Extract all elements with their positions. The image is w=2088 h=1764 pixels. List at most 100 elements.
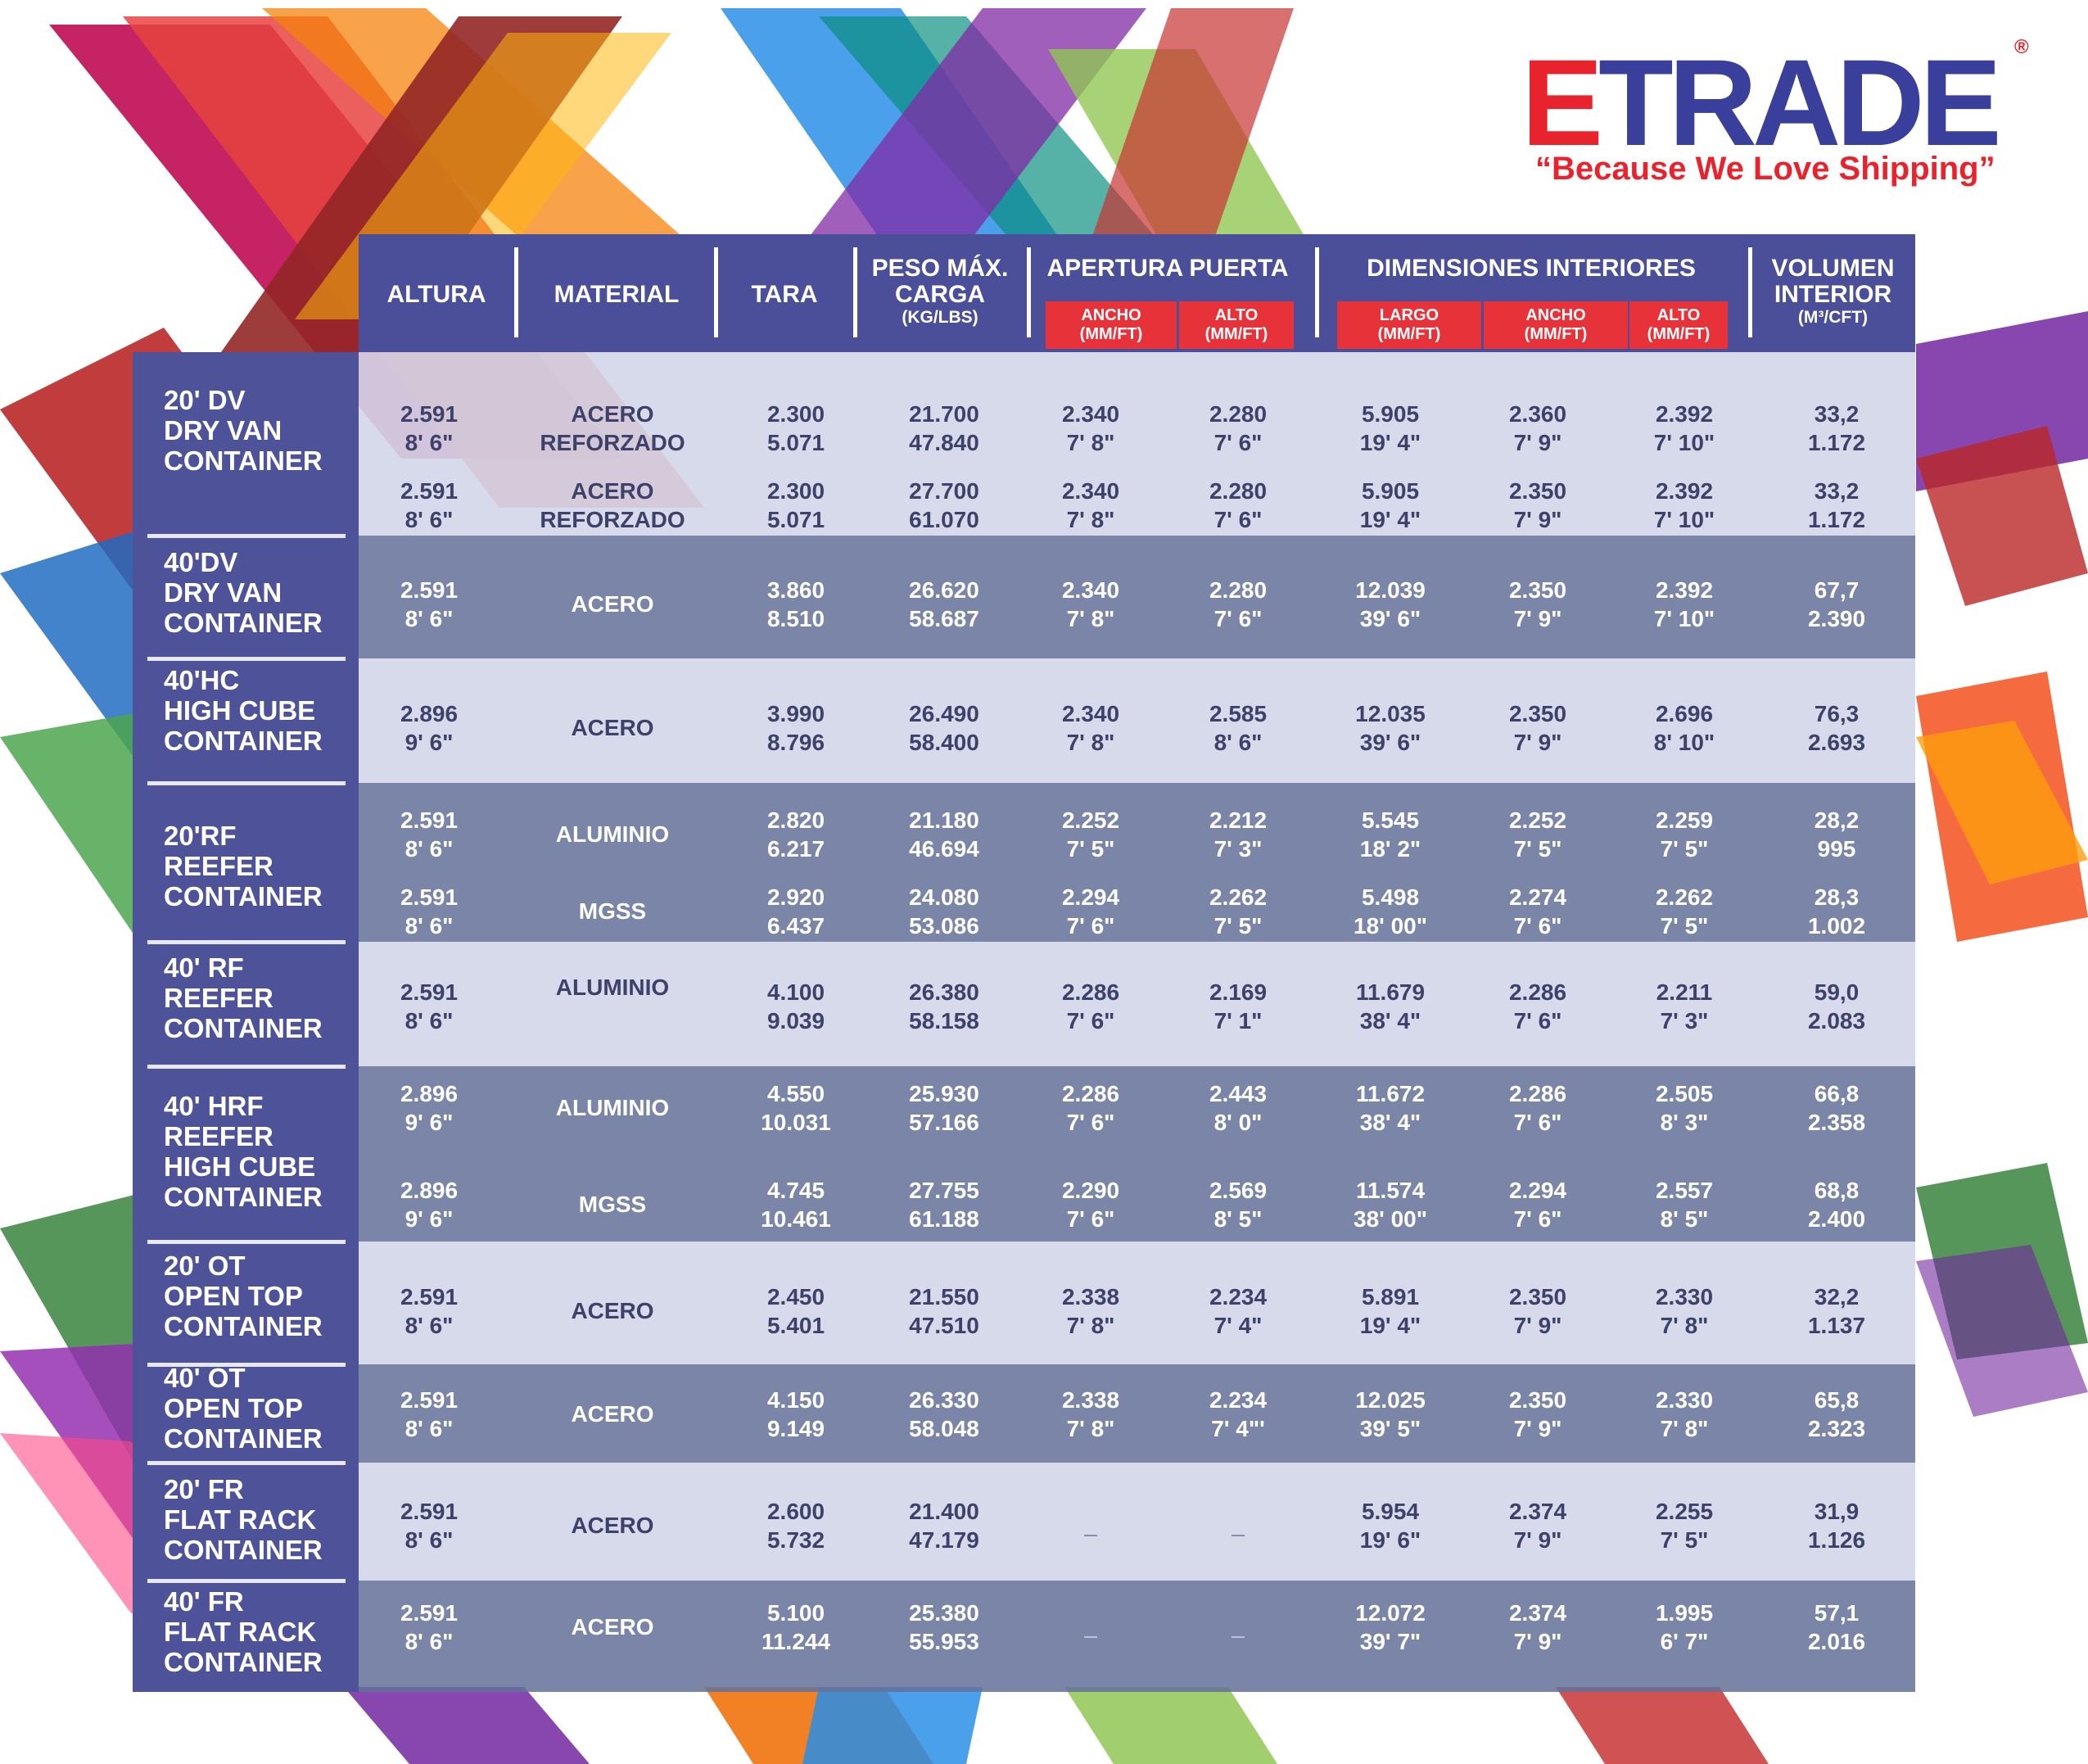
container-type-line: CONTAINER [164,1311,323,1341]
cell-volumen: 28,2 995 [1815,806,1860,863]
cell-apertura_alto-value: 2.212 [1209,807,1268,833]
cell-alto-value: 7' 8" [1660,1313,1709,1338]
subheader-apertura_ancho: ANCHO (MM/FT) [1046,301,1177,349]
container-type-line: CONTAINER [164,726,323,756]
cell-alto-value: 6' 7" [1660,1629,1709,1654]
cell-ancho: 2.350 7' 9" [1509,477,1566,534]
cell-alto: 1.995 6' 7" [1656,1599,1713,1656]
cell-apertura_ancho-value: 7' 8" [1066,1313,1115,1338]
cell-volumen-value: 68,8 [1814,1178,1860,1203]
container-type-label: 40'DV DRY VAN CONTAINER [164,547,323,638]
subheader-apertura_alto-label: ALTO [1214,306,1259,324]
cell-tara-value: 5.071 [766,430,825,455]
cell-largo: 12.025 39' 5" [1355,1386,1426,1443]
cell-ancho: 2.374 7' 9" [1509,1599,1566,1656]
cell-peso-value: 21.180 [909,807,979,833]
cell-tara-value: 6.437 [766,913,825,939]
header-dimensiones: DIMENSIONES INTERIORES [1310,256,1752,282]
cell-alto-value: 7' 5" [1660,836,1709,862]
cell-apertura_ancho-value: _ [1084,1614,1097,1640]
cell-peso: 25.380 55.953 [909,1599,979,1656]
cell-tara-value: 9.149 [766,1416,825,1441]
cell-apertura_alto-value: 2.280 [1209,478,1268,504]
header-material-label: MATERIAL [554,281,680,308]
cell-largo-value: 12.039 [1355,577,1426,603]
container-type-line: 20' DV [164,385,246,415]
cell-apertura_ancho-value: _ [1084,1513,1097,1538]
cell-material: ALUMINIO [556,820,669,848]
subheader-dim_alto-unit: (MM/FT) [1647,325,1711,343]
cell-tara-value: 2.300 [766,401,825,427]
cell-apertura_alto-value: 7' 5" [1213,913,1263,939]
cell-ancho-value: 2.286 [1508,979,1567,1005]
cell-altura-value: 2.591 [400,1284,459,1309]
cell-apertura_alto-value: 2.280 [1209,401,1268,427]
cell-material: ACERO [571,590,653,618]
cell-tara: 2.450 5.401 [767,1282,825,1340]
cell-volumen-value: 76,3 [1814,701,1860,726]
cell-tara: 2.820 6.217 [767,806,825,863]
cell-altura-value: 8' 6" [404,507,454,532]
cell-altura-value: 2.591 [400,577,459,603]
container-type-line: DRY VAN [164,415,282,446]
header-volumen: VOLUMEN INTERIOR (M³/CFT) [1751,256,1915,328]
cell-peso-value: 47.840 [909,430,979,455]
subheader-apertura_ancho-unit: (MM/FT) [1079,325,1143,343]
cell-peso-value: 21.550 [909,1284,979,1309]
subheader-dim_alto: ALTO (MM/FT) [1629,301,1728,349]
cell-tara: 4.550 10.031 [761,1079,831,1137]
cell-volumen-value: 33,2 [1814,478,1860,504]
container-type-label: 20' FR FLAT RACK CONTAINER [164,1474,323,1565]
cell-apertura_alto-value: 2.234 [1209,1284,1268,1309]
container-type-column [133,352,359,1692]
cell-ancho: 2.374 7' 9" [1509,1497,1566,1554]
cell-alto: 2.392 7' 10" [1654,576,1715,633]
cell-altura: 2.896 9' 6" [400,699,458,757]
cell-largo: 5.954 19' 6" [1360,1497,1421,1554]
header-apertura: APERTURA PUERTA [1028,256,1307,282]
cell-altura-value: 2.591 [400,401,459,427]
cell-apertura_ancho: 2.340 7' 8" [1062,576,1119,633]
cell-alto-value: 7' 5" [1660,1527,1709,1553]
subheader-dim_largo: LARGO (MM/FT) [1337,301,1481,349]
header-divider [714,247,718,337]
cell-tara-value: 3.860 [766,577,825,603]
cell-tara-value: 2.450 [766,1284,825,1309]
cell-largo: 5.905 19' 4" [1360,400,1421,457]
cell-peso-value: 47.510 [909,1313,979,1338]
cell-ancho-value: 2.374 [1508,1600,1567,1626]
cell-material-value: ALUMINIO [555,1095,670,1120]
cell-peso: 24.080 53.086 [909,883,979,940]
cell-ancho-value: 2.286 [1508,1081,1567,1106]
cell-material: ALUMINIO [556,973,669,1002]
cell-apertura_alto-value: 2.569 [1209,1178,1268,1203]
cell-material-value: ACERO [571,1614,654,1640]
cell-volumen-value: 1.172 [1807,507,1866,532]
cell-tara-value: 5.732 [766,1527,825,1553]
cell-ancho: 2.350 7' 9" [1509,1386,1566,1443]
container-type-label: 40' OT OPEN TOP CONTAINER [164,1363,323,1454]
cell-peso: 21.400 47.179 [909,1497,979,1554]
header-peso-unit: (KG/LBS) [902,308,978,327]
cell-largo-value: 38' 00" [1353,1206,1428,1232]
cell-alto-value: 2.505 [1655,1081,1714,1106]
cell-apertura_alto-value: 2.262 [1209,884,1268,910]
cell-material: MGSS [579,1190,646,1219]
cell-altura-value: 2.591 [400,979,459,1005]
table-row [359,783,1915,942]
cell-ancho-value: 7' 9" [1513,430,1562,455]
cell-apertura_ancho-value: 7' 8" [1066,507,1115,532]
cell-largo-value: 39' 5" [1359,1416,1421,1441]
header-divider [1027,247,1031,337]
cell-tara-value: 4.150 [766,1387,825,1413]
cell-largo-value: 5.905 [1361,401,1420,427]
cell-peso-value: 21.700 [909,401,979,427]
cell-volumen-value: 32,2 [1814,1284,1860,1309]
cell-ancho-value: 7' 9" [1513,1313,1562,1338]
cell-alto: 2.330 7' 8" [1656,1386,1713,1443]
cell-peso: 26.620 58.687 [909,576,979,633]
cell-ancho: 2.350 7' 9" [1509,699,1566,757]
cell-altura-value: 2.896 [400,701,459,726]
cell-ancho-value: 2.350 [1508,701,1567,726]
cell-altura-value: 8' 6" [404,1527,454,1553]
